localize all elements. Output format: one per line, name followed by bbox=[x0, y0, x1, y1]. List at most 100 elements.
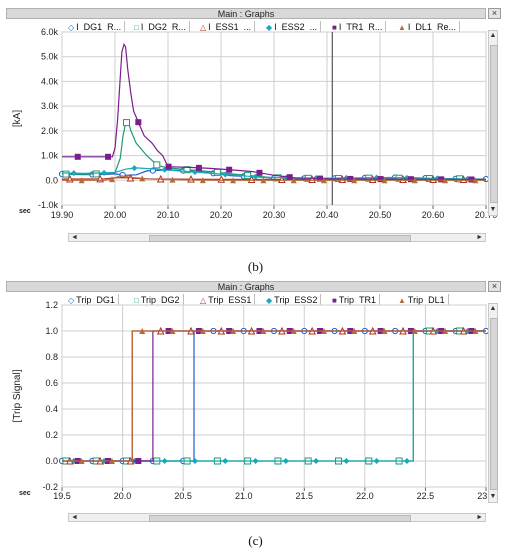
legend-item[interactable]: ▲ I_DL1_Re... bbox=[398, 21, 460, 33]
legend-label: Trip_TR1 bbox=[338, 295, 377, 305]
y-tick-label: 1.0k bbox=[41, 151, 59, 161]
data-point bbox=[308, 175, 316, 184]
legend-item[interactable]: ◆ Trip_ESS2 bbox=[266, 294, 322, 306]
scroll-down-icon[interactable]: ▼ bbox=[489, 493, 497, 500]
data-point bbox=[320, 328, 327, 334]
data-point bbox=[320, 177, 327, 184]
data-point bbox=[70, 170, 77, 177]
legend-marker-icon: □ bbox=[134, 296, 139, 305]
close-button[interactable]: × bbox=[488, 281, 501, 292]
y-tick-label: 5.0k bbox=[41, 52, 59, 62]
window-title-bar[interactable]: Main : Graphs bbox=[6, 281, 486, 292]
data-point bbox=[472, 177, 479, 184]
legend-item[interactable]: □ I_DG2_R... bbox=[134, 21, 190, 33]
scroll-thumb[interactable] bbox=[149, 235, 411, 242]
x-tick-label: 21.5 bbox=[296, 491, 314, 501]
scroll-down-icon[interactable]: ▼ bbox=[489, 206, 497, 213]
legend-marker-icon: ▲ bbox=[398, 23, 406, 32]
legend-item[interactable]: △ Trip_ESS1 bbox=[200, 294, 256, 306]
series-line bbox=[61, 167, 487, 180]
legend-item[interactable]: ◆ I_ESS2_... bbox=[266, 21, 322, 33]
x-tick-label: 20.20 bbox=[210, 210, 233, 220]
legend-item[interactable]: □ Trip_DG2 bbox=[134, 294, 184, 306]
data-point bbox=[247, 175, 256, 183]
legend-marker-icon: △ bbox=[200, 296, 207, 305]
x-tick-label: 20.40 bbox=[316, 210, 339, 220]
data-point bbox=[135, 119, 142, 126]
data-point bbox=[438, 176, 445, 183]
y-tick-label: 1.0 bbox=[45, 326, 58, 336]
scroll-thumb[interactable] bbox=[490, 45, 498, 203]
x-tick-label: 21.0 bbox=[235, 491, 253, 501]
caption-b: (b) bbox=[247, 259, 264, 274]
data-point bbox=[290, 328, 297, 334]
data-point bbox=[411, 177, 418, 184]
window-title: Main : Graphs bbox=[217, 9, 275, 19]
scroll-right-icon[interactable]: ► bbox=[476, 514, 483, 521]
y-tick-label: 1.2 bbox=[45, 300, 58, 310]
scroll-thumb[interactable] bbox=[490, 318, 498, 490]
data-point bbox=[222, 171, 229, 178]
data-point bbox=[126, 173, 135, 182]
data-point bbox=[373, 458, 380, 464]
legend-item[interactable]: ■ Trip_TR1 bbox=[332, 294, 381, 306]
data-point bbox=[153, 161, 161, 169]
x-tick-label: 20.70 bbox=[475, 210, 498, 220]
x-tick-label: 23.0 bbox=[477, 491, 495, 501]
vertical-scrollbar[interactable]: ▲ ▼ bbox=[488, 30, 498, 216]
vertical-scrollbar[interactable]: ▲ ▼ bbox=[488, 303, 498, 503]
legend-label: I_TR1_R... bbox=[338, 22, 383, 32]
scroll-up-icon[interactable]: ▲ bbox=[489, 32, 497, 39]
scroll-right-icon[interactable]: ► bbox=[476, 234, 483, 241]
data-point bbox=[191, 458, 198, 464]
legend-marker-icon: ◇ bbox=[68, 23, 75, 32]
data-point bbox=[282, 458, 289, 464]
x-tick-label: 20.5 bbox=[174, 491, 192, 501]
legend-item[interactable]: ▲ Trip_DL1 bbox=[398, 294, 449, 306]
legend-label: Trip_DG2 bbox=[140, 295, 180, 305]
data-point bbox=[381, 177, 388, 184]
y-tick-label: 0.4 bbox=[45, 404, 58, 414]
data-point bbox=[377, 176, 384, 183]
data-point bbox=[74, 153, 81, 160]
caption-c: (c) bbox=[248, 533, 263, 548]
legend-item[interactable]: △ I_ESS1_... bbox=[200, 21, 256, 33]
data-point bbox=[62, 170, 70, 178]
y-tick-label: 3.0k bbox=[41, 101, 59, 111]
data-point bbox=[123, 119, 131, 127]
close-button[interactable]: × bbox=[488, 8, 501, 19]
data-point bbox=[381, 328, 388, 334]
data-point bbox=[187, 175, 195, 183]
scroll-up-icon[interactable]: ▲ bbox=[489, 305, 497, 312]
y-tick-label: 0.0 bbox=[45, 456, 58, 466]
data-point bbox=[199, 177, 206, 184]
y-tick-label: 6.0k bbox=[41, 27, 59, 37]
data-point bbox=[108, 458, 115, 464]
y-axis-label: [kA] bbox=[12, 110, 23, 127]
data-point bbox=[226, 166, 233, 173]
data-point bbox=[442, 328, 449, 334]
scroll-left-icon[interactable]: ◄ bbox=[71, 514, 78, 521]
chart[interactable]: 19.5 20.0 20.5 21.0 21.5 22.0 22.5 23.0 -0.2 0.0 0… bbox=[6, 281, 502, 531]
data-point bbox=[92, 170, 100, 178]
window-title: Main : Graphs bbox=[217, 282, 275, 292]
data-point bbox=[442, 177, 449, 184]
legend-item[interactable]: ■ I_TR1_R... bbox=[332, 21, 387, 33]
data-point bbox=[105, 153, 112, 160]
legend-item[interactable]: ◇ Trip_DG1 bbox=[68, 294, 119, 306]
horizontal-scrollbar[interactable]: ◄ ► bbox=[68, 233, 486, 242]
scroll-left-icon[interactable]: ◄ bbox=[71, 234, 78, 241]
data-point bbox=[165, 163, 172, 170]
x-tick-label: 20.0 bbox=[114, 491, 132, 501]
window-title-bar[interactable]: Main : Graphs bbox=[6, 8, 486, 19]
chart[interactable]: 19.90 20.00 20.10 20.20 20.30 20.40 20.50 20.60… bbox=[6, 8, 502, 252]
scroll-thumb[interactable] bbox=[149, 515, 411, 522]
data-point bbox=[139, 328, 146, 334]
legend-marker-icon: ◆ bbox=[266, 296, 273, 305]
horizontal-scrollbar[interactable]: ◄ ► bbox=[68, 513, 486, 522]
legend-label: Trip_DG1 bbox=[76, 295, 115, 305]
data-point bbox=[230, 328, 237, 334]
data-point bbox=[472, 328, 479, 334]
data-point bbox=[183, 166, 191, 174]
legend-item[interactable]: ◇ I_DG1_R... bbox=[68, 21, 126, 33]
